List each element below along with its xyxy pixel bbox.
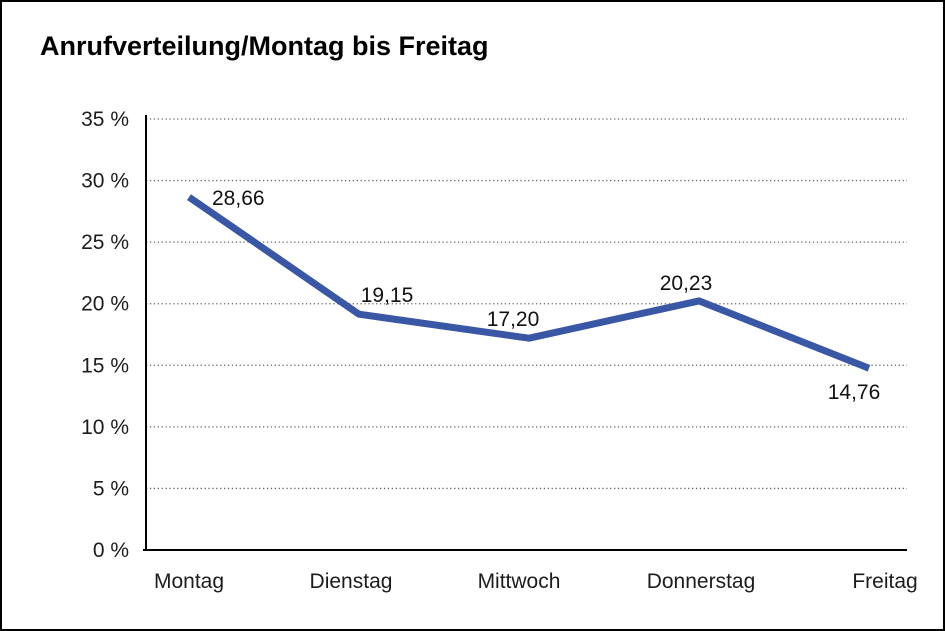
x-category-label: Freitag xyxy=(852,570,917,593)
x-category-label: Donnerstag xyxy=(647,570,756,593)
x-category-label: Montag xyxy=(154,570,224,593)
data-point-label: 17,20 xyxy=(487,308,540,331)
x-category-label: Mittwoch xyxy=(478,570,561,593)
x-category-label: Dienstag xyxy=(310,570,393,593)
data-point-label: 19,15 xyxy=(361,284,414,307)
series-line xyxy=(187,194,871,372)
y-tick-label: 5 % xyxy=(93,477,129,500)
y-tick-label: 20 % xyxy=(81,293,129,316)
data-point-label: 14,76 xyxy=(828,381,881,404)
chart-title: Anrufverteilung/Montag bis Freitag xyxy=(40,31,489,61)
y-tick-label: 10 % xyxy=(81,416,129,439)
y-tick-label: 0 % xyxy=(93,539,129,562)
y-tick-label: 25 % xyxy=(81,231,129,254)
data-point-label: 20,23 xyxy=(660,272,713,295)
y-tick-label: 30 % xyxy=(81,170,129,193)
y-tick-label: 15 % xyxy=(81,354,129,377)
data-point-label: 28,66 xyxy=(212,187,265,210)
y-tick-label: 35 % xyxy=(81,108,129,131)
